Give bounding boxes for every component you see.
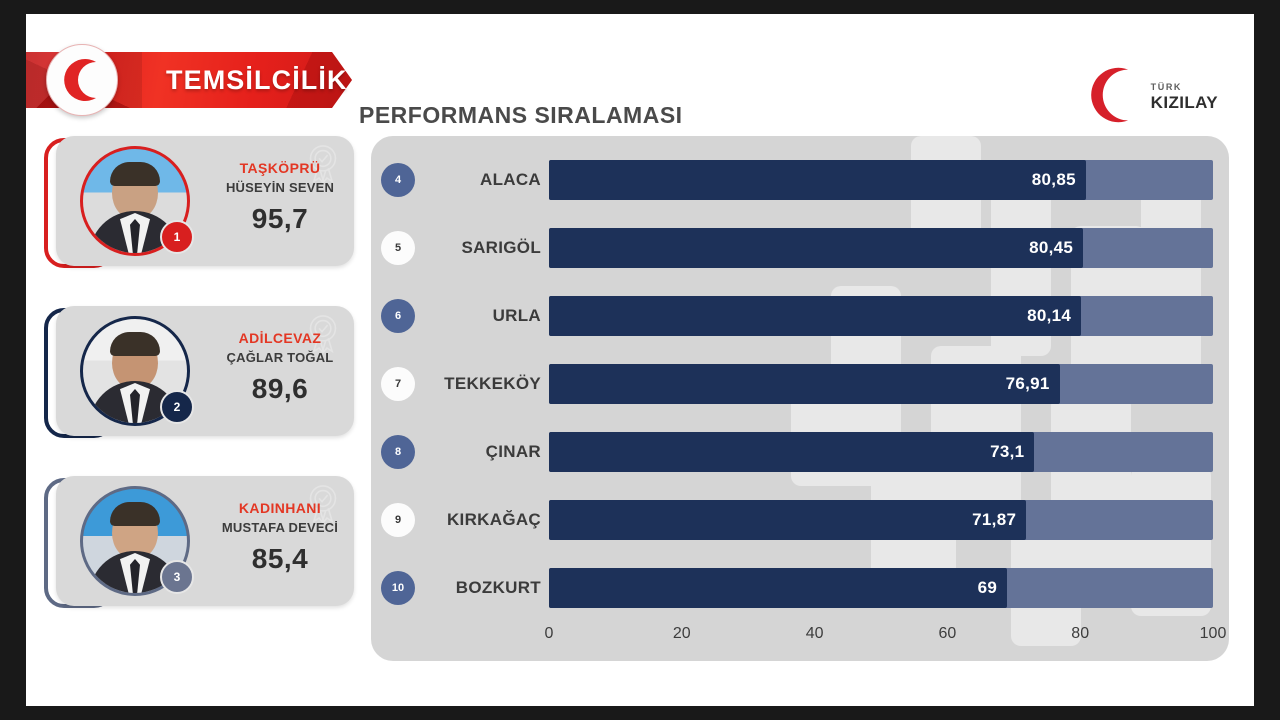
card-info: KADINHANI MUSTAFA DEVECİ 85,4: [206, 500, 354, 575]
avatar: 3: [80, 486, 194, 596]
chart-row[interactable]: 7 TEKKEKÖY 76,91: [371, 350, 1229, 418]
bar-category-label: ALACA: [480, 170, 541, 189]
bar-fill: 76,91: [549, 364, 1060, 404]
award-badge-icon: [302, 142, 344, 184]
card-body: 1 TAŞKÖPRÜ HÜSEYİN SEVEN 95,7: [56, 136, 354, 266]
card-score: 95,7: [251, 203, 309, 234]
bar-value-label: 73,1: [990, 442, 1025, 461]
chart-row[interactable]: 8 ÇINAR 73,1: [371, 418, 1229, 486]
bar-category-label: ÇINAR: [485, 442, 541, 461]
banner-label: TEMSİLCİLİK: [166, 64, 348, 95]
award-badge-icon: [302, 312, 344, 354]
award-badge-icon: [302, 482, 344, 524]
bar-value-label: 69: [977, 578, 998, 597]
card-rank-badge: 3: [160, 560, 194, 594]
rank-badge: 5: [381, 231, 415, 265]
page-title: PERFORMANS SIRALAMASI: [359, 102, 683, 128]
bar-fill: 69: [549, 568, 1008, 608]
bar-fill: 80,45: [549, 228, 1084, 268]
card-info: TAŞKÖPRÜ HÜSEYİN SEVEN 95,7: [206, 160, 354, 235]
card-body: 3 KADINHANI MUSTAFA DEVECİ 85,4: [56, 476, 354, 606]
axis-tick-label: 80: [1071, 625, 1090, 642]
axis-tick-label: 60: [938, 625, 957, 642]
bar-fill: 71,87: [549, 500, 1027, 540]
card-info: ADİLCEVAZ ÇAĞLAR TOĞAL 89,6: [206, 330, 354, 405]
kizilay-logo: TÜRK KIZILAY: [1079, 66, 1218, 124]
bar-category-label: BOZKURT: [455, 578, 541, 597]
bar-fill: 73,1: [549, 432, 1035, 472]
kizilay-crescent-icon: [1090, 67, 1128, 123]
axis-tick-label: 40: [805, 625, 824, 642]
rank-badge: 9: [381, 503, 415, 537]
card-body: 2 ADİLCEVAZ ÇAĞLAR TOĞAL 89,6: [56, 306, 354, 436]
bar-track: 80,14: [549, 296, 1213, 336]
bar-category-label: TEKKEKÖY: [444, 374, 541, 393]
avatar: 1: [80, 146, 194, 256]
bar-value-label: 80,45: [1029, 238, 1074, 257]
rank-badge: 10: [381, 571, 415, 605]
chart-row[interactable]: 4 ALACA 80,85: [371, 146, 1229, 214]
kizilay-logo-small-text: TÜRK: [1150, 82, 1183, 92]
bar-value-label: 71,87: [972, 510, 1017, 529]
chart-row[interactable]: 5 SARIGÖL 80,45: [371, 214, 1229, 282]
slide-frame: TEMSİLCİLİK PERFORMANS SIRALAMASI TÜRK K…: [26, 14, 1254, 706]
top-performer-card[interactable]: 3 KADINHANI MUSTAFA DEVECİ 85,4: [44, 476, 354, 612]
card-score: 89,6: [251, 373, 309, 404]
rank-badge: 4: [381, 163, 415, 197]
axis-tick-label: 100: [1199, 625, 1227, 642]
rank-badge: 6: [381, 299, 415, 333]
bar-fill: 80,85: [549, 160, 1086, 200]
card-score: 85,4: [251, 543, 309, 574]
chart-row[interactable]: 9 KIRKAĞAÇ 71,87: [371, 486, 1229, 554]
card-person-name: ÇAĞLAR TOĞAL: [226, 350, 334, 365]
chart-row[interactable]: 6 URLA 80,14: [371, 282, 1229, 350]
card-city: KADINHANI: [238, 500, 322, 516]
bar-category-label: KIRKAĞAÇ: [446, 510, 541, 529]
card-city: TAŞKÖPRÜ: [239, 160, 321, 176]
bar-fill: 80,14: [549, 296, 1082, 336]
card-city: ADİLCEVAZ: [238, 330, 322, 346]
avatar: 2: [80, 316, 194, 426]
bar-value-label: 76,91: [1005, 374, 1050, 393]
axis-tick-label: 0: [544, 625, 554, 642]
bar-category-label: SARIGÖL: [461, 238, 541, 257]
crescent-logo-icon: [46, 44, 118, 116]
header: TEMSİLCİLİK PERFORMANS SIRALAMASI TÜRK K…: [26, 14, 1254, 128]
rank-badge: 8: [381, 435, 415, 469]
card-person-name: HÜSEYİN SEVEN: [225, 180, 335, 195]
bar-track: 80,85: [549, 160, 1213, 200]
chart-rows: 4 ALACA 80,85 5 SARIGÖL 80,45 6 URLA 80,14 7 TEKKE…: [371, 146, 1229, 622]
performance-chart-panel: 4 ALACA 80,85 5 SARIGÖL 80,45 6 URLA 80,14 7 TEKKE…: [371, 136, 1229, 661]
bar-category-label: URLA: [492, 306, 541, 325]
bar-track: 73,1: [549, 432, 1213, 472]
card-rank-badge: 1: [160, 220, 194, 254]
x-axis: 0 20 40 60 80 100: [545, 625, 1227, 647]
chart-row[interactable]: 10 BOZKURT 69: [371, 554, 1229, 622]
bar-track: 71,87: [549, 500, 1213, 540]
bar-track: 76,91: [549, 364, 1213, 404]
bar-track: 69: [549, 568, 1213, 608]
bar-value-label: 80,14: [1027, 306, 1072, 325]
top-three-cards: 1 TAŞKÖPRÜ HÜSEYİN SEVEN 95,7 2 ADİLCEVAZ ÇAĞL…: [44, 136, 374, 646]
card-person-name: MUSTAFA DEVECİ: [221, 520, 339, 535]
bar-value-label: 80,85: [1031, 170, 1076, 189]
rank-badge: 7: [381, 367, 415, 401]
card-rank-badge: 2: [160, 390, 194, 424]
top-performer-card[interactable]: 1 TAŞKÖPRÜ HÜSEYİN SEVEN 95,7: [44, 136, 354, 272]
kizilay-logo-big-text: KIZILAY: [1150, 93, 1218, 112]
top-performer-card[interactable]: 2 ADİLCEVAZ ÇAĞLAR TOĞAL 89,6: [44, 306, 354, 442]
bar-track: 80,45: [549, 228, 1213, 268]
axis-tick-label: 20: [672, 625, 691, 642]
